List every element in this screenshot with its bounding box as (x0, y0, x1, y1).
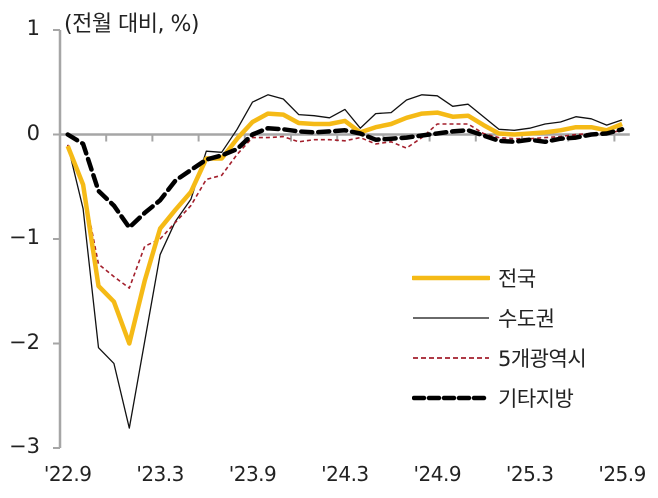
y-tick-label: −3 (9, 434, 40, 458)
series-line-3 (65, 125, 625, 230)
y-tick-label: −2 (9, 329, 40, 354)
legend-label-capital-area: 수도권 (498, 307, 555, 331)
legend-label-five-metro: 5개광역시 (498, 347, 587, 371)
x-tick-label: '25.3 (505, 462, 554, 486)
x-tick-label: '22.9 (43, 462, 92, 486)
legend-swatch-national (412, 275, 490, 281)
legend-item-five-metro: 5개광역시 (412, 338, 587, 378)
unit-label: (전월 대비, %) (64, 12, 200, 37)
x-tick-label: '23.3 (136, 462, 184, 486)
y-tick-label: −1 (9, 225, 40, 249)
legend-swatch-other-regions (412, 395, 490, 401)
legend-label-other-regions: 기타지방 (498, 387, 574, 411)
legend-item-capital-area: 수도권 (412, 298, 586, 338)
x-tick-label: '24.3 (321, 462, 369, 486)
legend-swatch-five-metro (413, 357, 489, 359)
y-tick-label: 0 (26, 120, 40, 145)
legend-swatch-capital-area (413, 317, 489, 319)
x-tick-label: '24.9 (413, 462, 462, 486)
legend-item-national: 전국 (412, 258, 586, 298)
x-tick-label: '25.9 (598, 462, 646, 486)
legend-label-national: 전국 (498, 267, 536, 291)
series-line-2 (66, 123, 623, 289)
y-tick-label: 1 (26, 16, 40, 40)
series-line-1 (67, 94, 623, 429)
legend: 전국 수도권 5개광역시 기타지방 (412, 258, 587, 418)
series-lines (65, 94, 625, 429)
x-tick-label: '23.9 (228, 462, 277, 486)
legend-item-other-regions: 기타지방 (412, 378, 586, 418)
series-line-0 (65, 110, 623, 346)
